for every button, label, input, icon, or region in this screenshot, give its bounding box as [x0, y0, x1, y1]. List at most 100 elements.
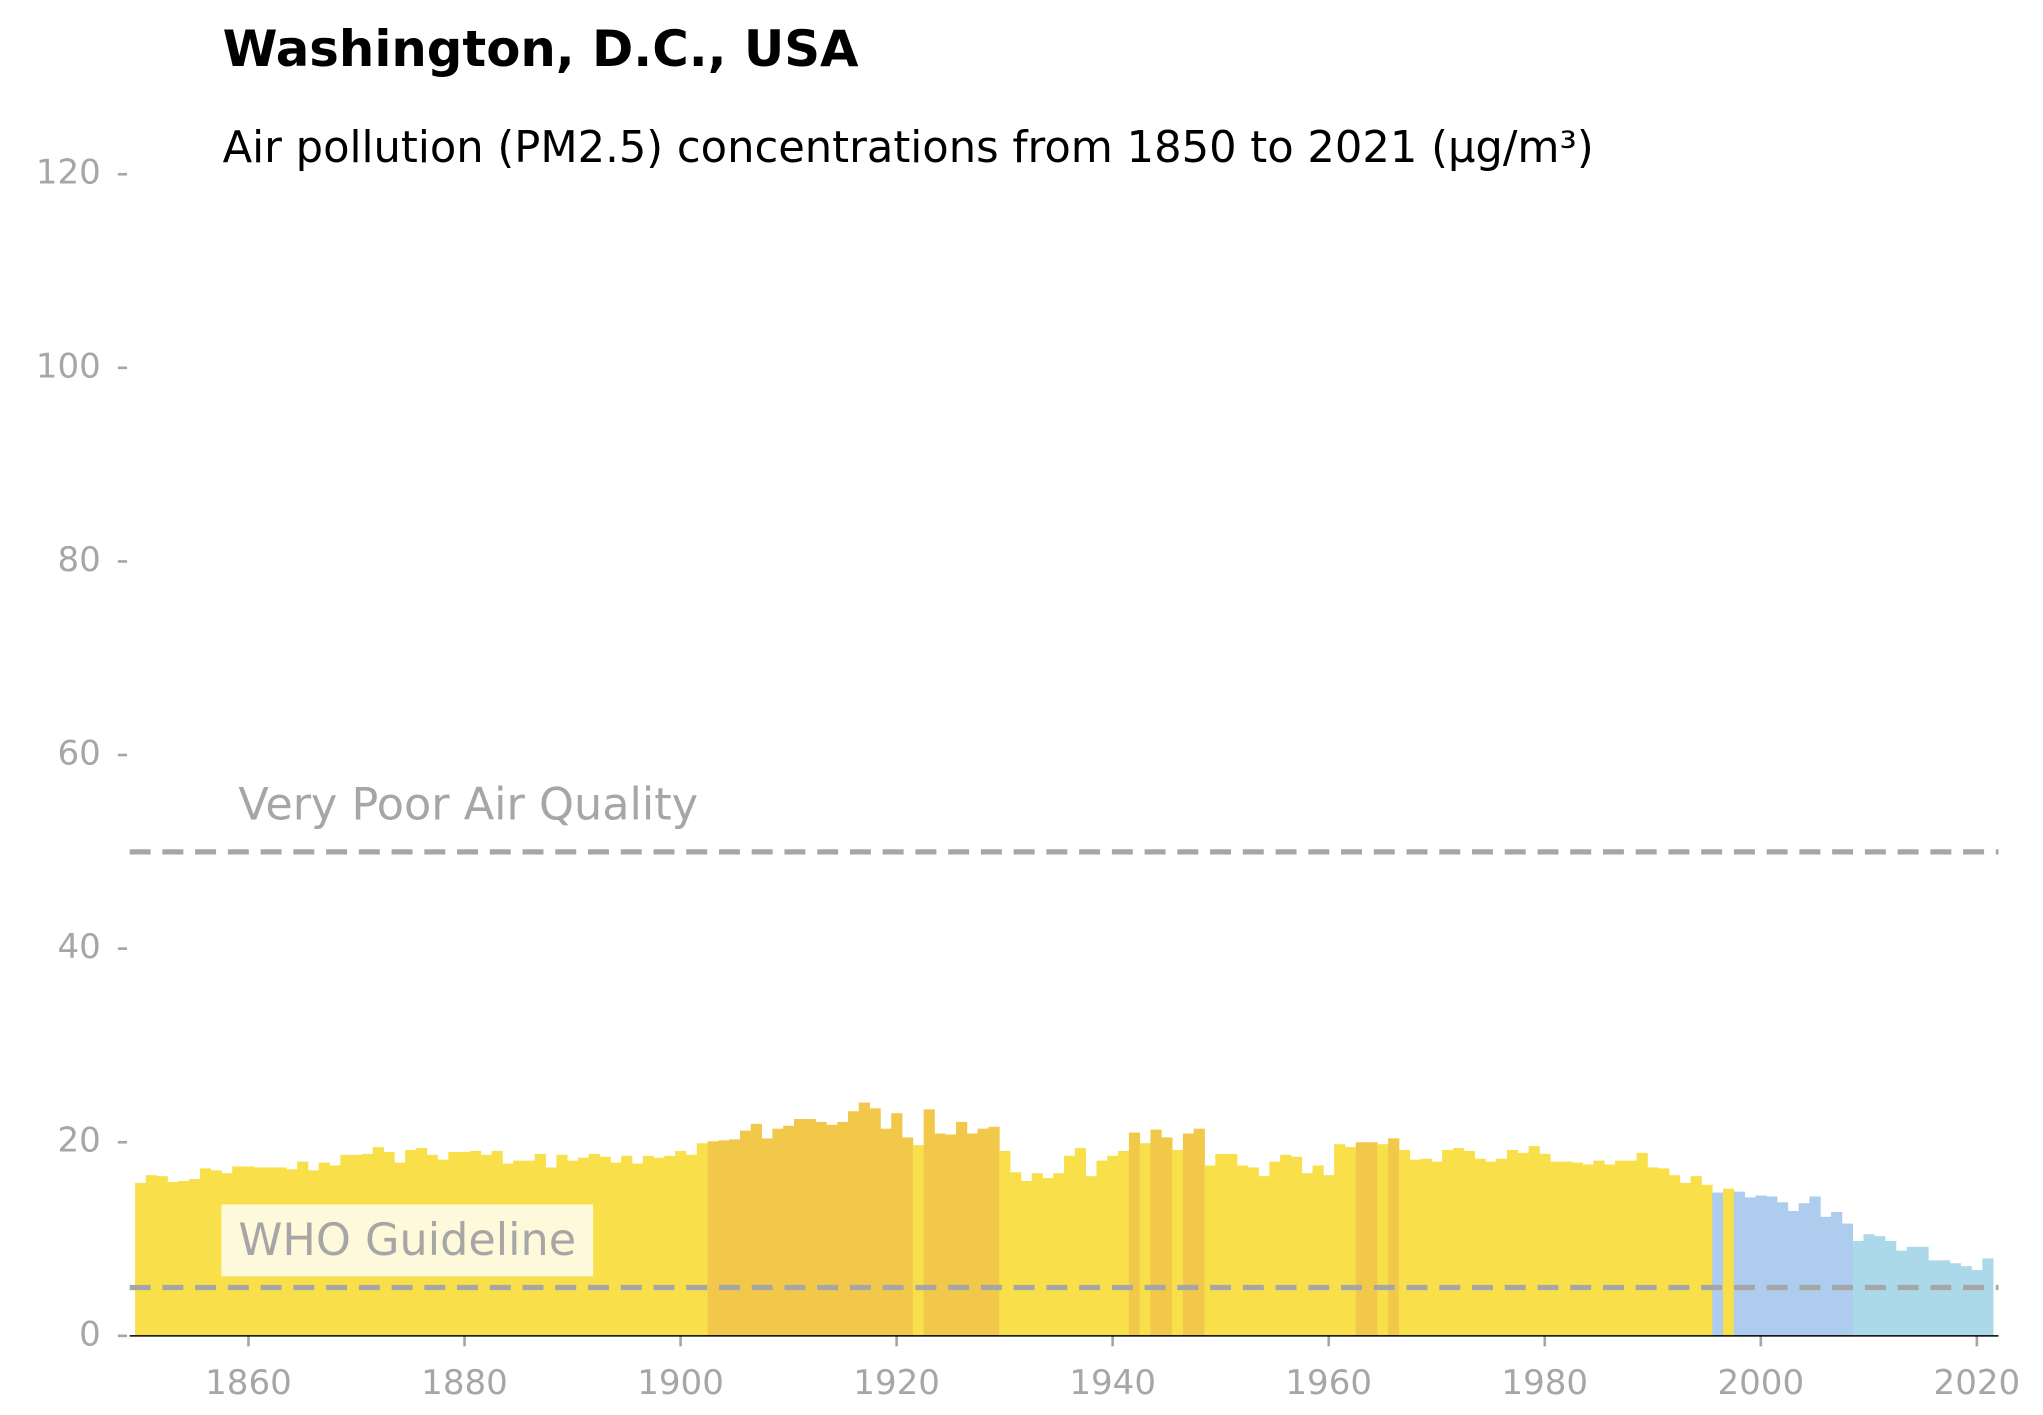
- x-tick-label: 1960: [1285, 1363, 1372, 1403]
- bar: [869, 1108, 881, 1336]
- bar: [945, 1134, 957, 1336]
- bar: [804, 1119, 816, 1336]
- bar: [199, 1168, 212, 1336]
- bar: [1496, 1158, 1508, 1336]
- x-tick-label: 1980: [1501, 1363, 1588, 1403]
- bar: [815, 1121, 827, 1336]
- bar: [1150, 1129, 1162, 1336]
- bar: [1820, 1216, 1832, 1336]
- chart-subtitle: Air pollution (PM2.5) concentrations fro…: [223, 123, 1594, 173]
- bar: [1982, 1258, 1994, 1336]
- bar: [966, 1133, 979, 1336]
- bar: [1193, 1128, 1205, 1336]
- bar: [923, 1109, 935, 1336]
- bar: [1334, 1144, 1346, 1336]
- bar: [1528, 1146, 1540, 1336]
- bar: [761, 1138, 773, 1336]
- bar: [1161, 1137, 1173, 1336]
- bar: [1485, 1161, 1497, 1336]
- bar: [1366, 1142, 1378, 1336]
- bar: [1701, 1184, 1713, 1336]
- bar: [739, 1130, 752, 1336]
- bar: [1539, 1153, 1551, 1336]
- bar: [1906, 1246, 1918, 1336]
- bar: [588, 1153, 600, 1336]
- bar: [1647, 1167, 1659, 1336]
- bar: [1053, 1173, 1065, 1336]
- reference-label-box: [221, 768, 716, 841]
- x-tick-label: 2020: [1934, 1363, 2021, 1403]
- bar: [1344, 1147, 1357, 1336]
- bar: [1118, 1150, 1130, 1336]
- bar: [135, 1182, 147, 1336]
- bar: [1658, 1168, 1670, 1336]
- bar: [837, 1121, 849, 1336]
- bar: [1258, 1176, 1270, 1336]
- bar: [999, 1150, 1011, 1336]
- bar: [1463, 1150, 1475, 1336]
- bar: [1787, 1210, 1800, 1336]
- bar: [988, 1126, 1000, 1336]
- bar: [1852, 1240, 1864, 1336]
- bar: [1949, 1263, 1962, 1336]
- bar: [1452, 1148, 1465, 1336]
- bar: [1917, 1246, 1929, 1336]
- bar: [1312, 1165, 1324, 1336]
- bar: [891, 1113, 903, 1336]
- bar: [1128, 1132, 1141, 1336]
- x-tick-label: 1940: [1069, 1363, 1156, 1403]
- bar: [210, 1170, 222, 1336]
- bar: [934, 1133, 946, 1336]
- x-tick-label: 1920: [853, 1363, 940, 1403]
- reference-label-box: [221, 1204, 594, 1277]
- bar: [1798, 1203, 1810, 1336]
- bar: [1777, 1202, 1789, 1336]
- bar: [1042, 1178, 1054, 1336]
- chart-title: Washington, D.C., USA: [223, 20, 859, 78]
- bar: [1604, 1164, 1616, 1336]
- bar: [729, 1139, 741, 1336]
- bar: [1409, 1159, 1421, 1336]
- bar: [1280, 1154, 1292, 1336]
- bar: [1744, 1197, 1756, 1336]
- bar: [599, 1156, 611, 1336]
- bar: [1895, 1250, 1908, 1336]
- bar: [1723, 1188, 1735, 1336]
- bar: [1172, 1149, 1184, 1336]
- y-tick-label: 60: [58, 734, 101, 774]
- bar: [1204, 1165, 1216, 1336]
- y-tick-label: 40: [58, 927, 101, 967]
- bar: [772, 1128, 784, 1336]
- bar: [826, 1124, 838, 1336]
- bar: [1269, 1161, 1281, 1336]
- bar: [1506, 1149, 1519, 1336]
- bar: [610, 1162, 622, 1336]
- bar: [1182, 1133, 1195, 1336]
- bar: [1831, 1211, 1843, 1336]
- bar: [1474, 1158, 1486, 1336]
- bar: [1550, 1161, 1562, 1336]
- bar: [912, 1145, 925, 1336]
- bar: [1226, 1153, 1238, 1336]
- bar: [145, 1175, 158, 1336]
- bar: [1247, 1167, 1259, 1336]
- bar: [1236, 1165, 1249, 1336]
- bar: [642, 1155, 654, 1336]
- bar: [1939, 1260, 1951, 1336]
- bar: [1388, 1138, 1400, 1336]
- bar: [1809, 1196, 1821, 1336]
- bar: [956, 1121, 968, 1336]
- bar: [1010, 1172, 1022, 1336]
- bar: [178, 1180, 190, 1336]
- x-tick-label: 1860: [205, 1363, 292, 1403]
- bar: [1290, 1156, 1303, 1336]
- bar: [156, 1176, 168, 1336]
- bar: [1593, 1160, 1605, 1336]
- bar: [1139, 1143, 1151, 1336]
- bar: [1398, 1149, 1411, 1336]
- bar: [1733, 1191, 1746, 1336]
- bar: [696, 1143, 708, 1336]
- bar: [1755, 1195, 1767, 1336]
- bar: [1582, 1164, 1594, 1336]
